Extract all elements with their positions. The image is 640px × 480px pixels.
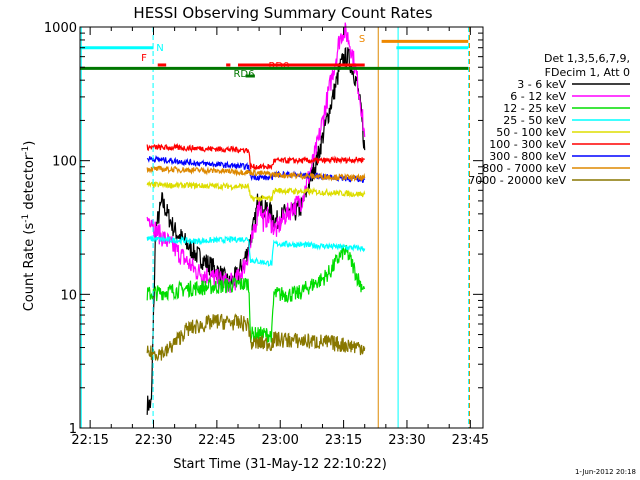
- legend-label-0: 3 - 6 keV: [517, 78, 566, 91]
- y-axis-label-mid: detector: [22, 154, 37, 214]
- axis-layer: 22:15 22:30 22:45 23:00 23:15 23:30 23:45 1 10 10…: [44, 21, 489, 448]
- legend: Det 1,3,5,6,7,9, FDecim 1, Att 0 3 - 6 k…: [468, 52, 630, 187]
- plot-frame: [79, 26, 484, 429]
- series-line-8: [146, 313, 366, 362]
- legend-label-1: 6 - 12 keV: [510, 90, 566, 103]
- x-tick-label-1: 22:30: [135, 433, 172, 448]
- y-axis-label-sup: -1: [21, 214, 31, 223]
- y-tick-label-2: 100: [52, 155, 77, 170]
- x-tick-label-4: 23:15: [325, 433, 362, 448]
- x-tick-label-6: 23:45: [452, 433, 489, 448]
- y-tick-label-0: 1: [69, 422, 77, 437]
- flag-label-s: S: [359, 34, 365, 45]
- series-line-3: [146, 234, 366, 267]
- legend-label-5: 100 - 300 keV: [489, 138, 566, 151]
- y-tick-label-1: 10: [60, 288, 77, 303]
- x-tick-label-0: 22:15: [71, 433, 108, 448]
- x-axis-label: Start Time (31-May-12 22:10:22): [173, 457, 387, 472]
- x-tick-label-5: 23:30: [388, 433, 425, 448]
- y-axis-label-prefix: Count Rate (s: [22, 223, 37, 312]
- series-line-5: [146, 142, 366, 171]
- y-axis-label: Count Rate (s-1 detector-1): [21, 141, 37, 312]
- flag-label-rd6: RD6: [233, 69, 254, 80]
- flag-label-f: F: [141, 53, 147, 64]
- legend-label-8: 7000 - 20000 keV: [468, 174, 566, 187]
- legend-header-line-1: Det 1,3,5,6,7,9,: [544, 52, 630, 65]
- x-tick-label-2: 22:45: [198, 433, 235, 448]
- flag-layer: NF RD0 S RD6: [80, 27, 470, 428]
- legend-label-4: 50 - 100 keV: [496, 126, 566, 139]
- series-line-1: [146, 22, 366, 294]
- data-layer: [146, 22, 366, 415]
- x-tick-label-3: 23:00: [261, 433, 298, 448]
- legend-label-3: 25 - 50 keV: [503, 114, 566, 127]
- flag-label-n: N: [156, 43, 163, 54]
- y-axis-label-end: ): [22, 141, 37, 146]
- flag-label-rd0: RD0: [268, 61, 289, 72]
- legend-header-line-2: FDecim 1, Att 0: [545, 66, 630, 79]
- series-line-4: [146, 180, 366, 203]
- timestamp: 1-Jun-2012 20:18: [575, 468, 636, 476]
- legend-label-2: 12 - 25 keV: [503, 102, 566, 115]
- legend-label-7: 800 - 7000 keV: [482, 162, 566, 175]
- series-line-7: [146, 165, 366, 182]
- y-axis-label-sup2: -1: [21, 146, 31, 155]
- legend-label-6: 300 - 800 keV: [489, 150, 566, 163]
- y-tick-label-3: 1000: [44, 21, 77, 36]
- chart-title: HESSI Observing Summary Count Rates: [133, 4, 432, 22]
